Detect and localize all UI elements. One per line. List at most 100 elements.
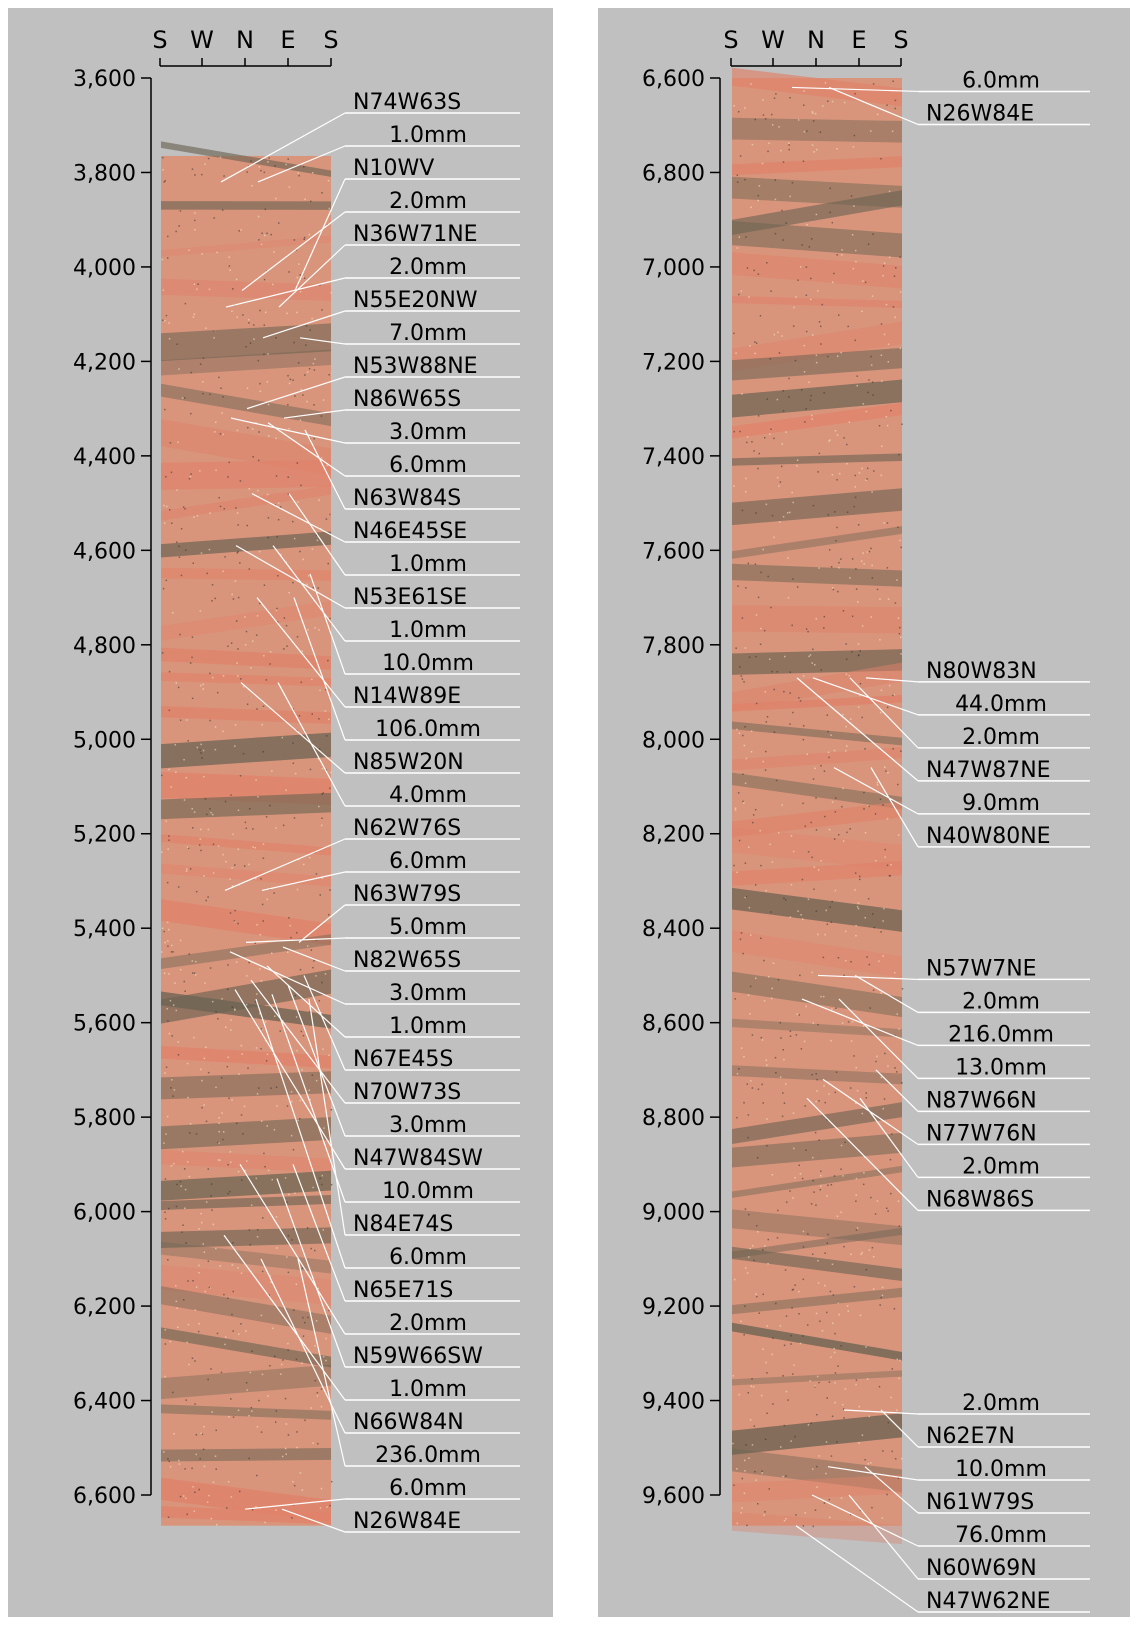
aperture-label: 76.0mm bbox=[955, 1523, 1047, 1548]
annotation-leader bbox=[297, 1258, 346, 1467]
annotation-leader bbox=[241, 211, 346, 292]
annotation-leader bbox=[223, 1234, 346, 1401]
depth-tick-label: 4,400 bbox=[73, 445, 136, 470]
annotation-leader bbox=[251, 493, 346, 543]
annotation-leader bbox=[817, 974, 919, 981]
annotation-leader bbox=[875, 1069, 919, 1112]
orientation-label: N87W66N bbox=[926, 1088, 1037, 1113]
aperture-label: 2.0mm bbox=[389, 255, 467, 280]
annotation-leader bbox=[278, 244, 346, 308]
annotation-leader bbox=[303, 975, 346, 1071]
depth-tick-label: 8,600 bbox=[642, 1012, 705, 1037]
annotation-leader bbox=[288, 493, 346, 576]
annotation-leader bbox=[870, 767, 919, 848]
depth-tick-label: 6,600 bbox=[73, 1484, 136, 1509]
aperture-label: 236.0mm bbox=[375, 1443, 481, 1468]
annotation-leader bbox=[864, 1466, 919, 1514]
aperture-label: 13.0mm bbox=[955, 1055, 1047, 1080]
annotation-leader bbox=[282, 946, 346, 972]
aperture-label: 1.0mm bbox=[389, 1014, 467, 1039]
annotation-leader bbox=[801, 998, 919, 1046]
depth-tick-label: 9,600 bbox=[642, 1484, 705, 1509]
aperture-label: 3.0mm bbox=[389, 981, 467, 1006]
aperture-label: 2.0mm bbox=[389, 189, 467, 214]
annotation-leader bbox=[299, 337, 346, 345]
aperture-label: 9.0mm bbox=[962, 791, 1040, 816]
core-log-left-svg: S W N E S3,6003,8004,0004,2004,4004,6004,800… bbox=[73, 26, 520, 1534]
annotation-leader bbox=[309, 573, 346, 675]
annotation-leader bbox=[245, 937, 346, 943]
annotation-leader bbox=[293, 597, 346, 741]
depth-tick-label: 9,400 bbox=[642, 1390, 705, 1415]
core-image bbox=[732, 67, 904, 1545]
annotation-leader bbox=[276, 1178, 346, 1368]
annotation-leader bbox=[240, 682, 346, 774]
annotation-leader bbox=[235, 545, 346, 609]
aperture-label: 106.0mm bbox=[375, 717, 481, 742]
annotation-leader bbox=[806, 1097, 919, 1211]
depth-tick-label: 6,000 bbox=[73, 1201, 136, 1226]
annotation-leader bbox=[880, 1409, 919, 1448]
annotation-leader bbox=[828, 86, 919, 126]
annotation-leader bbox=[796, 677, 919, 782]
orientation-label: N66W84N bbox=[353, 1410, 464, 1435]
annotation-leader bbox=[277, 682, 346, 807]
annotation-leader bbox=[811, 1494, 919, 1547]
annotation-leader bbox=[865, 677, 919, 683]
depth-tick-label: 3,800 bbox=[73, 161, 136, 186]
depth-tick-label: 8,800 bbox=[642, 1106, 705, 1131]
annotation-leader bbox=[224, 838, 346, 891]
core-log-panel-left: S W N E S 3,600 3,800 4,000 4,200 4,400 4,600 4,800… bbox=[8, 8, 553, 1617]
annotation-leader bbox=[294, 178, 346, 291]
core-log-right-svg: S W N E S6,6006,8007,0007,2007,4007,6007,800… bbox=[642, 26, 1090, 1614]
core-log-panel-right: S W N E S 6,600 6,800 7,000 7,200 7,400 7,600 7,800… bbox=[598, 8, 1130, 1617]
annotation-leader bbox=[267, 422, 346, 477]
depth-tick-label: 5,200 bbox=[73, 823, 136, 848]
orientation-label: N40W80NE bbox=[926, 824, 1051, 849]
annotation-leader bbox=[859, 1097, 919, 1178]
aperture-label: 1.0mm bbox=[389, 123, 467, 148]
core-image bbox=[161, 141, 333, 1526]
annotation-leader bbox=[843, 1409, 919, 1415]
aperture-label: 6.0mm bbox=[389, 1245, 467, 1270]
annotation-leader bbox=[257, 145, 346, 183]
orientation-label: N53E61SE bbox=[353, 585, 467, 610]
orientation-label: N60W69N bbox=[926, 1556, 1037, 1581]
orientation-label: N47W62NE bbox=[926, 1589, 1051, 1614]
annotation-leader bbox=[230, 417, 346, 444]
orientation-label: N10WV bbox=[353, 156, 434, 181]
annotation-leader bbox=[255, 998, 346, 1269]
depth-tick-label: 4,800 bbox=[73, 634, 136, 659]
annotation-leader bbox=[849, 677, 919, 749]
orientation-label: N59W66SW bbox=[353, 1344, 483, 1369]
orientation-label: N70W73S bbox=[353, 1080, 461, 1105]
orientation-label: N85W20N bbox=[353, 750, 464, 775]
depth-tick-label: 4,000 bbox=[73, 256, 136, 281]
orientation-label: N63W84S bbox=[353, 486, 461, 511]
orientation-label: N82W65S bbox=[353, 948, 461, 973]
compass-label-n: N bbox=[807, 26, 825, 54]
compass-label-s: S bbox=[323, 26, 338, 54]
annotation-leader bbox=[812, 677, 919, 716]
annotation-leader bbox=[246, 376, 346, 410]
annotation-leader bbox=[220, 112, 346, 183]
aperture-label: 6.0mm bbox=[389, 849, 467, 874]
orientation-label: N67E45S bbox=[353, 1047, 453, 1072]
annotation-leader bbox=[308, 998, 346, 1236]
compass-label-s: S bbox=[152, 26, 167, 54]
annotation-leader bbox=[244, 1498, 346, 1510]
aperture-label: 2.0mm bbox=[962, 1391, 1040, 1416]
annotation-leader bbox=[271, 994, 346, 1203]
depth-tick-label: 4,200 bbox=[73, 350, 136, 375]
aperture-label: 6.0mm bbox=[962, 68, 1040, 93]
orientation-label: N84E74S bbox=[353, 1212, 453, 1237]
aperture-label: 3.0mm bbox=[389, 1113, 467, 1138]
annotation-leader bbox=[229, 951, 346, 1005]
aperture-label: 1.0mm bbox=[389, 552, 467, 577]
orientation-label: N47W87NE bbox=[926, 758, 1051, 783]
orientation-label: N55E20NW bbox=[353, 288, 478, 313]
depth-tick-label: 7,400 bbox=[642, 445, 705, 470]
annotation-leader bbox=[838, 998, 919, 1079]
aperture-label: 7.0mm bbox=[389, 321, 467, 346]
annotation-leader bbox=[272, 545, 346, 642]
